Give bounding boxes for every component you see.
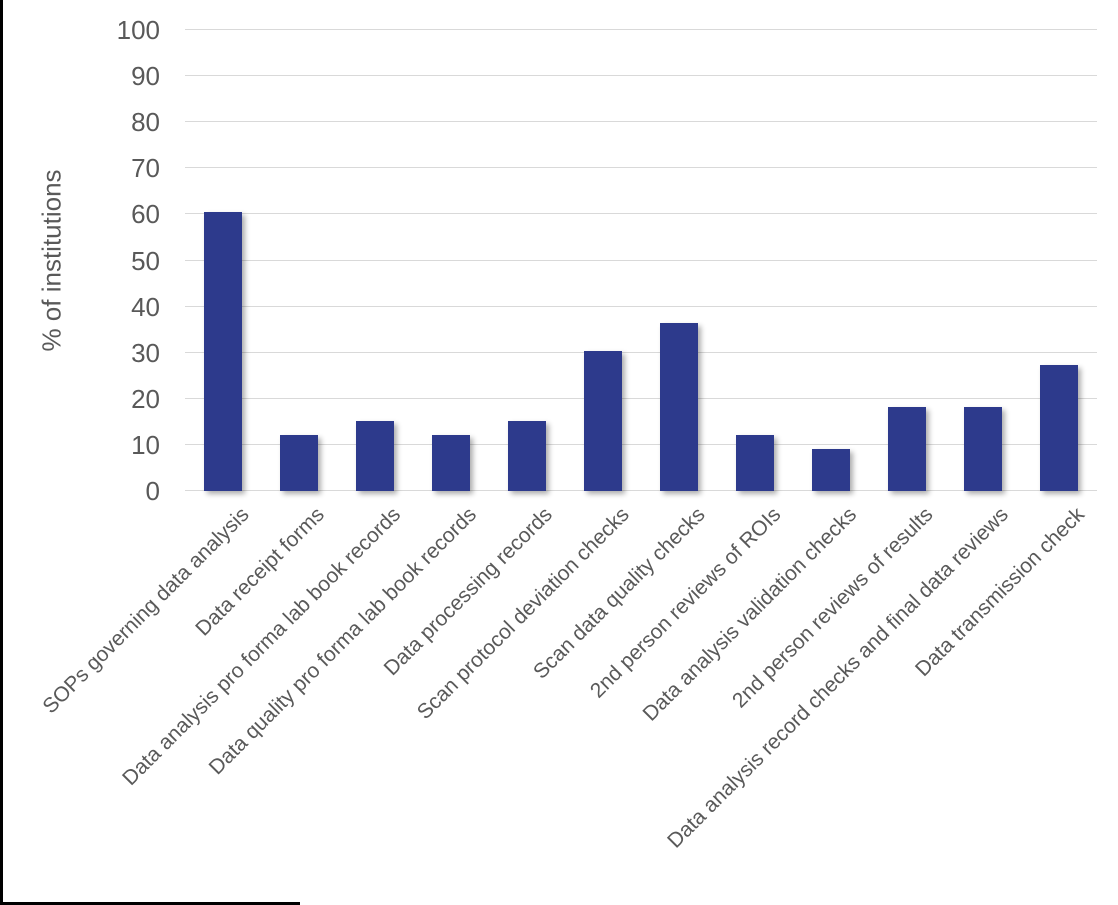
screenshot-left-border (0, 0, 3, 905)
x-category-label-3: Data analysis pro forma lab book records (118, 503, 406, 790)
gridline-80 (185, 121, 1097, 123)
y-tick-label-90: 90 (131, 61, 160, 92)
y-tick-label-0: 0 (145, 476, 160, 506)
bar-10 (888, 407, 926, 491)
y-tick-label-10: 10 (131, 429, 160, 460)
bar-7 (660, 323, 698, 491)
bar-12 (1040, 365, 1078, 491)
gridline-30 (185, 351, 1097, 353)
gridline-50 (185, 259, 1097, 261)
bar-2 (280, 435, 318, 491)
gridline-60 (185, 213, 1097, 215)
bar-8 (736, 435, 774, 491)
gridline-0 (185, 490, 1097, 491)
gridline-10 (185, 443, 1097, 445)
y-tick-label-80: 80 (131, 107, 160, 138)
gridline-20 (185, 397, 1097, 399)
x-category-label-4: Data quality pro forma lab book records (205, 503, 482, 780)
gridline-90 (185, 75, 1097, 77)
y-tick-label-60: 60 (131, 199, 160, 230)
y-tick-label-50: 50 (131, 245, 160, 276)
bar-9 (812, 449, 850, 491)
y-tick-label-40: 40 (131, 291, 160, 322)
bar-4 (432, 435, 470, 491)
bar-1 (204, 211, 242, 491)
screenshot-bottom-border (0, 902, 300, 905)
gridline-100 (185, 29, 1097, 30)
bar-11 (964, 407, 1002, 491)
bar-6 (584, 351, 622, 491)
gridline-40 (185, 305, 1097, 307)
bar-3 (356, 420, 394, 491)
bar-5 (508, 420, 546, 491)
x-category-label-2: Data receipt forms (191, 503, 330, 641)
y-tick-label-30: 30 (131, 337, 160, 368)
gridline-70 (185, 167, 1097, 169)
plot-area (185, 29, 1097, 491)
y-tick-label-70: 70 (131, 153, 160, 184)
y-tick-label-100: 100 (116, 15, 160, 45)
y-tick-label-20: 20 (131, 383, 160, 414)
